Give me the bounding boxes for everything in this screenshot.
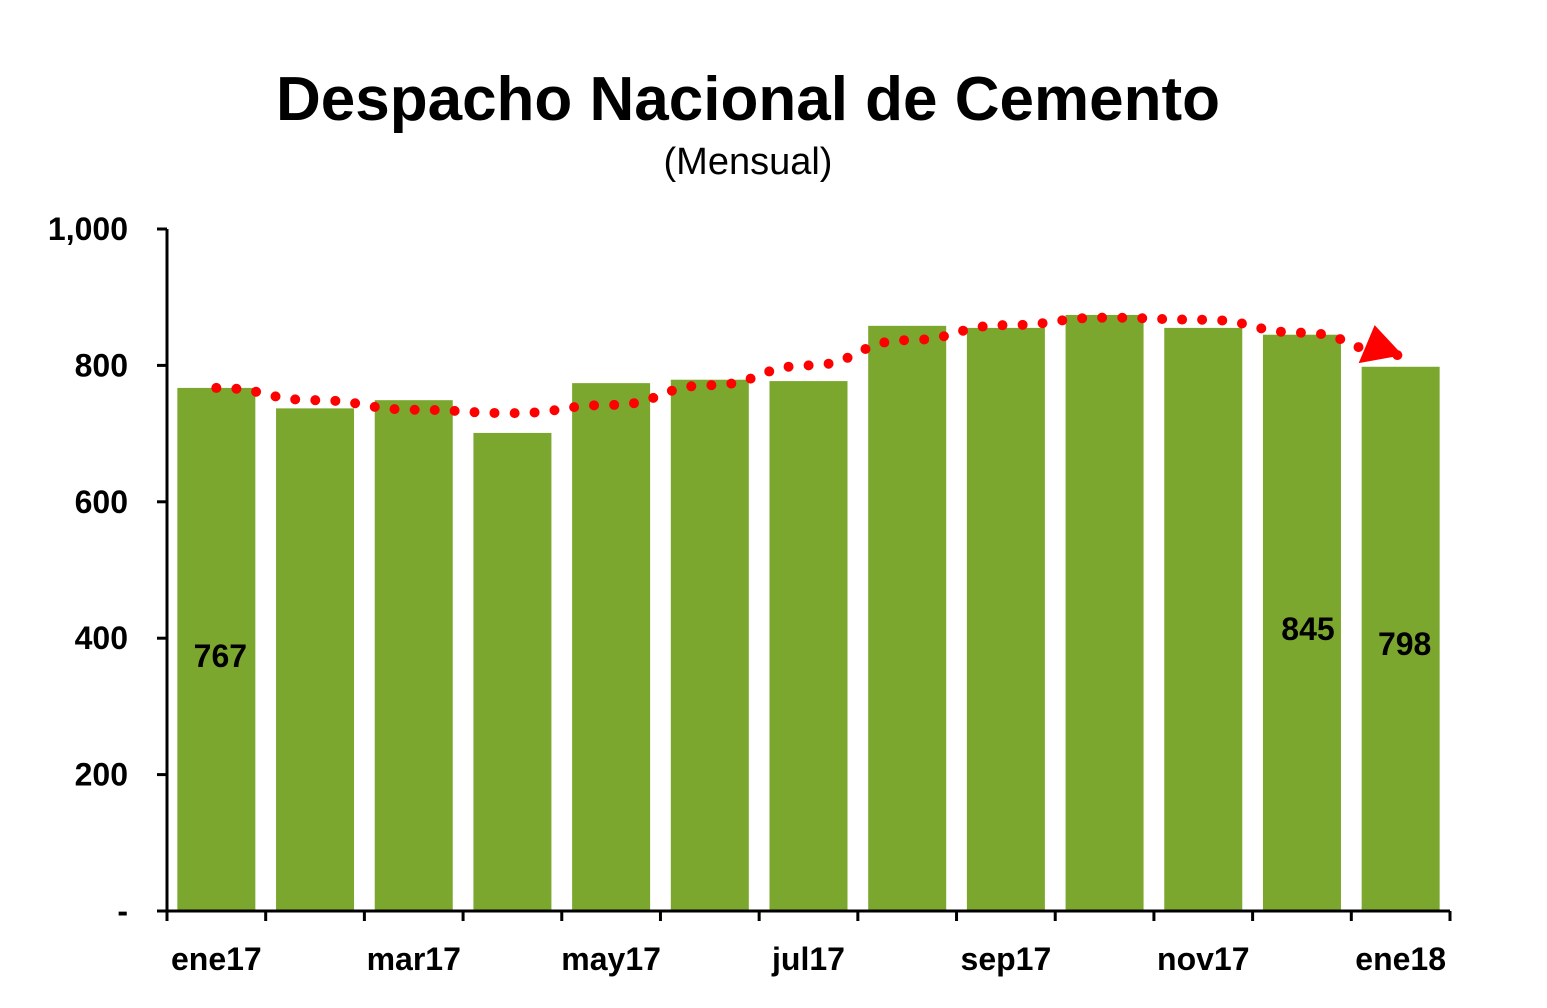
- y-tick-label: 800: [75, 347, 128, 383]
- bar-may17: [572, 383, 651, 912]
- bar-jul17: [769, 381, 848, 911]
- data-label: 845: [1281, 611, 1334, 647]
- bar-feb17: [276, 408, 355, 911]
- x-tick-label: ene17: [171, 941, 262, 977]
- bar-abr17: [473, 432, 552, 911]
- bar-oct17: [1065, 314, 1144, 911]
- x-tick-label: sep17: [961, 941, 1052, 977]
- bar-mar17: [374, 400, 453, 911]
- x-tick-label: jul17: [771, 941, 845, 977]
- y-tick-label: 400: [75, 620, 128, 656]
- bar-ago17: [868, 325, 947, 911]
- trend-arrowhead: [1358, 325, 1403, 364]
- chart-title: Despacho Nacional de Cemento: [276, 65, 1220, 134]
- trend-line: [211, 312, 1406, 419]
- x-tick-label: mar17: [367, 941, 461, 977]
- bar-ene17: [177, 387, 256, 911]
- bar-ene18: [1361, 366, 1440, 911]
- x-tick-label: may17: [561, 941, 661, 977]
- x-tick-label: nov17: [1157, 941, 1249, 977]
- bar-jun17: [670, 379, 749, 911]
- chart-subtitle: (Mensual): [664, 141, 833, 183]
- x-tick-label: ene18: [1355, 941, 1446, 977]
- y-tick-label: 600: [75, 484, 128, 520]
- y-tick-label: 1,000: [48, 211, 128, 247]
- data-label: 798: [1378, 626, 1431, 662]
- data-label: 767: [194, 638, 247, 674]
- bar-dic17: [1262, 334, 1341, 912]
- y-tick-label: 200: [75, 757, 128, 793]
- bar-nov17: [1164, 327, 1243, 911]
- y-tick-label: -: [117, 893, 128, 929]
- bar-sep17: [966, 327, 1045, 911]
